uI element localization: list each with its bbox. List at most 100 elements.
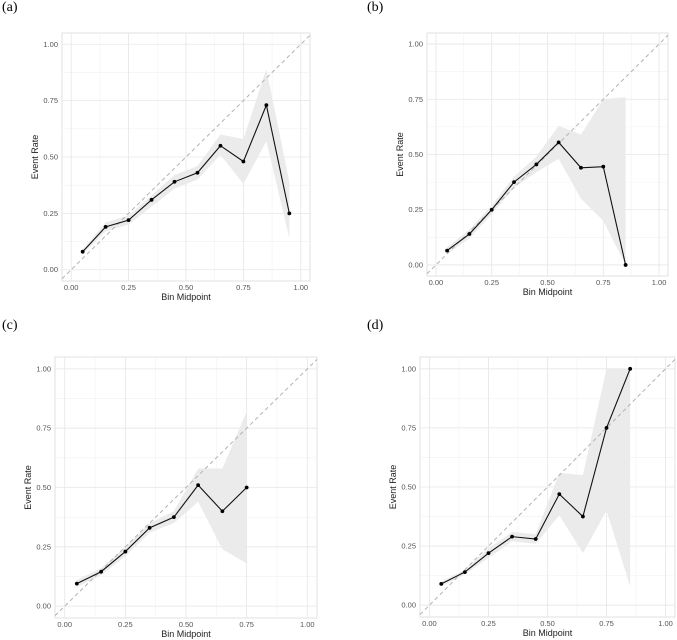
confidence-band-a: [82, 69, 290, 254]
data-point-d: [486, 551, 491, 556]
y-tick-label-c: 0.25: [36, 542, 51, 551]
data-point-a: [103, 224, 108, 229]
y-tick-label-d: 0.25: [401, 542, 416, 551]
y-tick-label-c: 0.75: [36, 424, 51, 433]
data-point-c: [244, 485, 249, 490]
data-point-c: [147, 525, 152, 530]
y-axis-title-c: Event Rate: [23, 465, 33, 510]
data-point-a: [80, 249, 85, 254]
data-point-d: [628, 366, 633, 371]
data-point-b: [467, 232, 472, 236]
data-point-b: [601, 164, 606, 169]
data-point-a: [218, 143, 223, 148]
x-tick-label-b: 0.75: [596, 278, 611, 287]
calibration-chart-c: 0.00 0.25 0.50 0.75 1.00 0.00 0.25 0.50 0.75 1.00…: [23, 356, 318, 639]
x-tick-label-c: 0.50: [179, 620, 194, 629]
x-tick-label-b: 1.00: [652, 278, 667, 287]
panel-label-c: (c): [2, 318, 18, 333]
x-axis-title-b: Bin Midpoint: [523, 287, 573, 297]
data-point-a: [241, 159, 246, 164]
reference-diagonal-c: [54, 359, 318, 616]
x-tick-label-a: 0.00: [64, 283, 79, 292]
data-point-b: [489, 207, 494, 212]
data-point-d: [557, 492, 562, 496]
calibration-chart-b: 0.00 0.25 0.50 0.75 1.00 0.00 0.25 0.50 0.75 1.00…: [395, 32, 669, 297]
y-tick-label-c: 0.50: [36, 483, 51, 492]
data-point-a: [172, 179, 177, 184]
y-tick-label-b: 1.00: [408, 40, 423, 49]
y-tick-label-a: 0.25: [43, 209, 58, 218]
data-point-c: [99, 569, 103, 574]
y-tick-label-b: 0.00: [408, 260, 423, 269]
y-axis-title-b: Event Rate: [395, 132, 405, 177]
y-tick-label-b: 0.25: [408, 205, 423, 214]
x-tick-label-b: 0.00: [429, 278, 444, 287]
data-point-d: [604, 426, 609, 430]
panel-label-b: (b): [367, 0, 384, 15]
data-point-d: [533, 537, 538, 541]
confidence-band-d: [441, 368, 631, 587]
x-tick-label-d: 0.50: [540, 619, 555, 628]
data-point-d: [581, 514, 585, 519]
reference-diagonal-a: [61, 34, 311, 280]
x-tick-label-b: 0.50: [540, 278, 555, 287]
x-axis-title-a: Bin Midpoint: [161, 292, 211, 302]
x-tick-label-d: 0.25: [481, 619, 496, 628]
y-tick-label-a: 0.75: [43, 96, 58, 105]
data-point-a: [195, 170, 200, 175]
x-tick-label-d: 0.00: [422, 619, 437, 628]
y-tick-label-c: 0.00: [36, 602, 51, 611]
x-axis-title-c: Bin Midpoint: [161, 629, 211, 639]
x-axis-title-d: Bin Midpoint: [523, 628, 573, 638]
data-point-a: [126, 218, 131, 223]
x-tick-label-c: 0.75: [239, 620, 254, 629]
y-tick-label-a: 0.50: [43, 153, 58, 162]
confidence-band-b: [447, 97, 626, 265]
data-point-a: [264, 103, 269, 108]
data-point-d: [439, 582, 444, 586]
data-point-b: [534, 162, 539, 167]
y-tick-label-d: 0.75: [401, 423, 416, 432]
data-point-b: [445, 248, 449, 253]
series-line-a: [82, 103, 290, 253]
x-tick-label-a: 0.75: [236, 283, 251, 292]
data-point-c: [196, 483, 201, 488]
data-point-b: [579, 165, 583, 170]
x-tick-label-a: 0.50: [179, 283, 194, 292]
x-tick-label-b: 0.25: [484, 278, 499, 287]
y-tick-label-b: 0.75: [408, 95, 423, 104]
y-tick-label-a: 0.00: [43, 265, 58, 274]
data-point-d: [510, 534, 514, 539]
y-tick-label-d: 1.00: [401, 364, 416, 373]
panel-label-d: (d): [367, 318, 384, 333]
data-point-a: [149, 197, 154, 202]
x-tick-label-c: 0.25: [118, 620, 133, 629]
reference-diagonal-b: [426, 34, 669, 275]
y-tick-label-a: 1.00: [43, 40, 58, 49]
series-line-c: [76, 484, 248, 585]
x-tick-label-c: 0.00: [57, 620, 72, 629]
y-tick-label-b: 0.50: [408, 150, 423, 159]
confidence-band-c: [76, 411, 247, 588]
x-tick-label-c: 1.00: [300, 620, 315, 629]
data-point-d: [462, 570, 467, 574]
y-axis-title-d: Event Rate: [388, 465, 398, 510]
y-tick-label-d: 0.00: [401, 601, 416, 610]
calibration-chart-a: 0.00 0.25 0.50 0.75 1.00 0.00 0.25 0.50 0.75 1.00…: [30, 32, 311, 302]
data-point-b: [556, 140, 561, 145]
y-tick-label-d: 0.50: [401, 483, 416, 492]
x-tick-label-a: 0.25: [121, 283, 136, 292]
data-point-c: [123, 549, 128, 554]
data-point-b: [623, 263, 628, 267]
data-point-c: [74, 581, 79, 586]
data-point-c: [171, 515, 176, 520]
x-tick-label-a: 1.00: [294, 283, 309, 292]
data-point-c: [220, 509, 225, 514]
data-point-a: [287, 211, 292, 216]
y-tick-label-c: 1.00: [36, 364, 51, 373]
y-axis-title-a: Event Rate: [30, 135, 40, 180]
panel-label-a: (a): [2, 0, 18, 15]
x-tick-label-d: 0.75: [599, 619, 614, 628]
x-tick-label-d: 1.00: [658, 619, 673, 628]
